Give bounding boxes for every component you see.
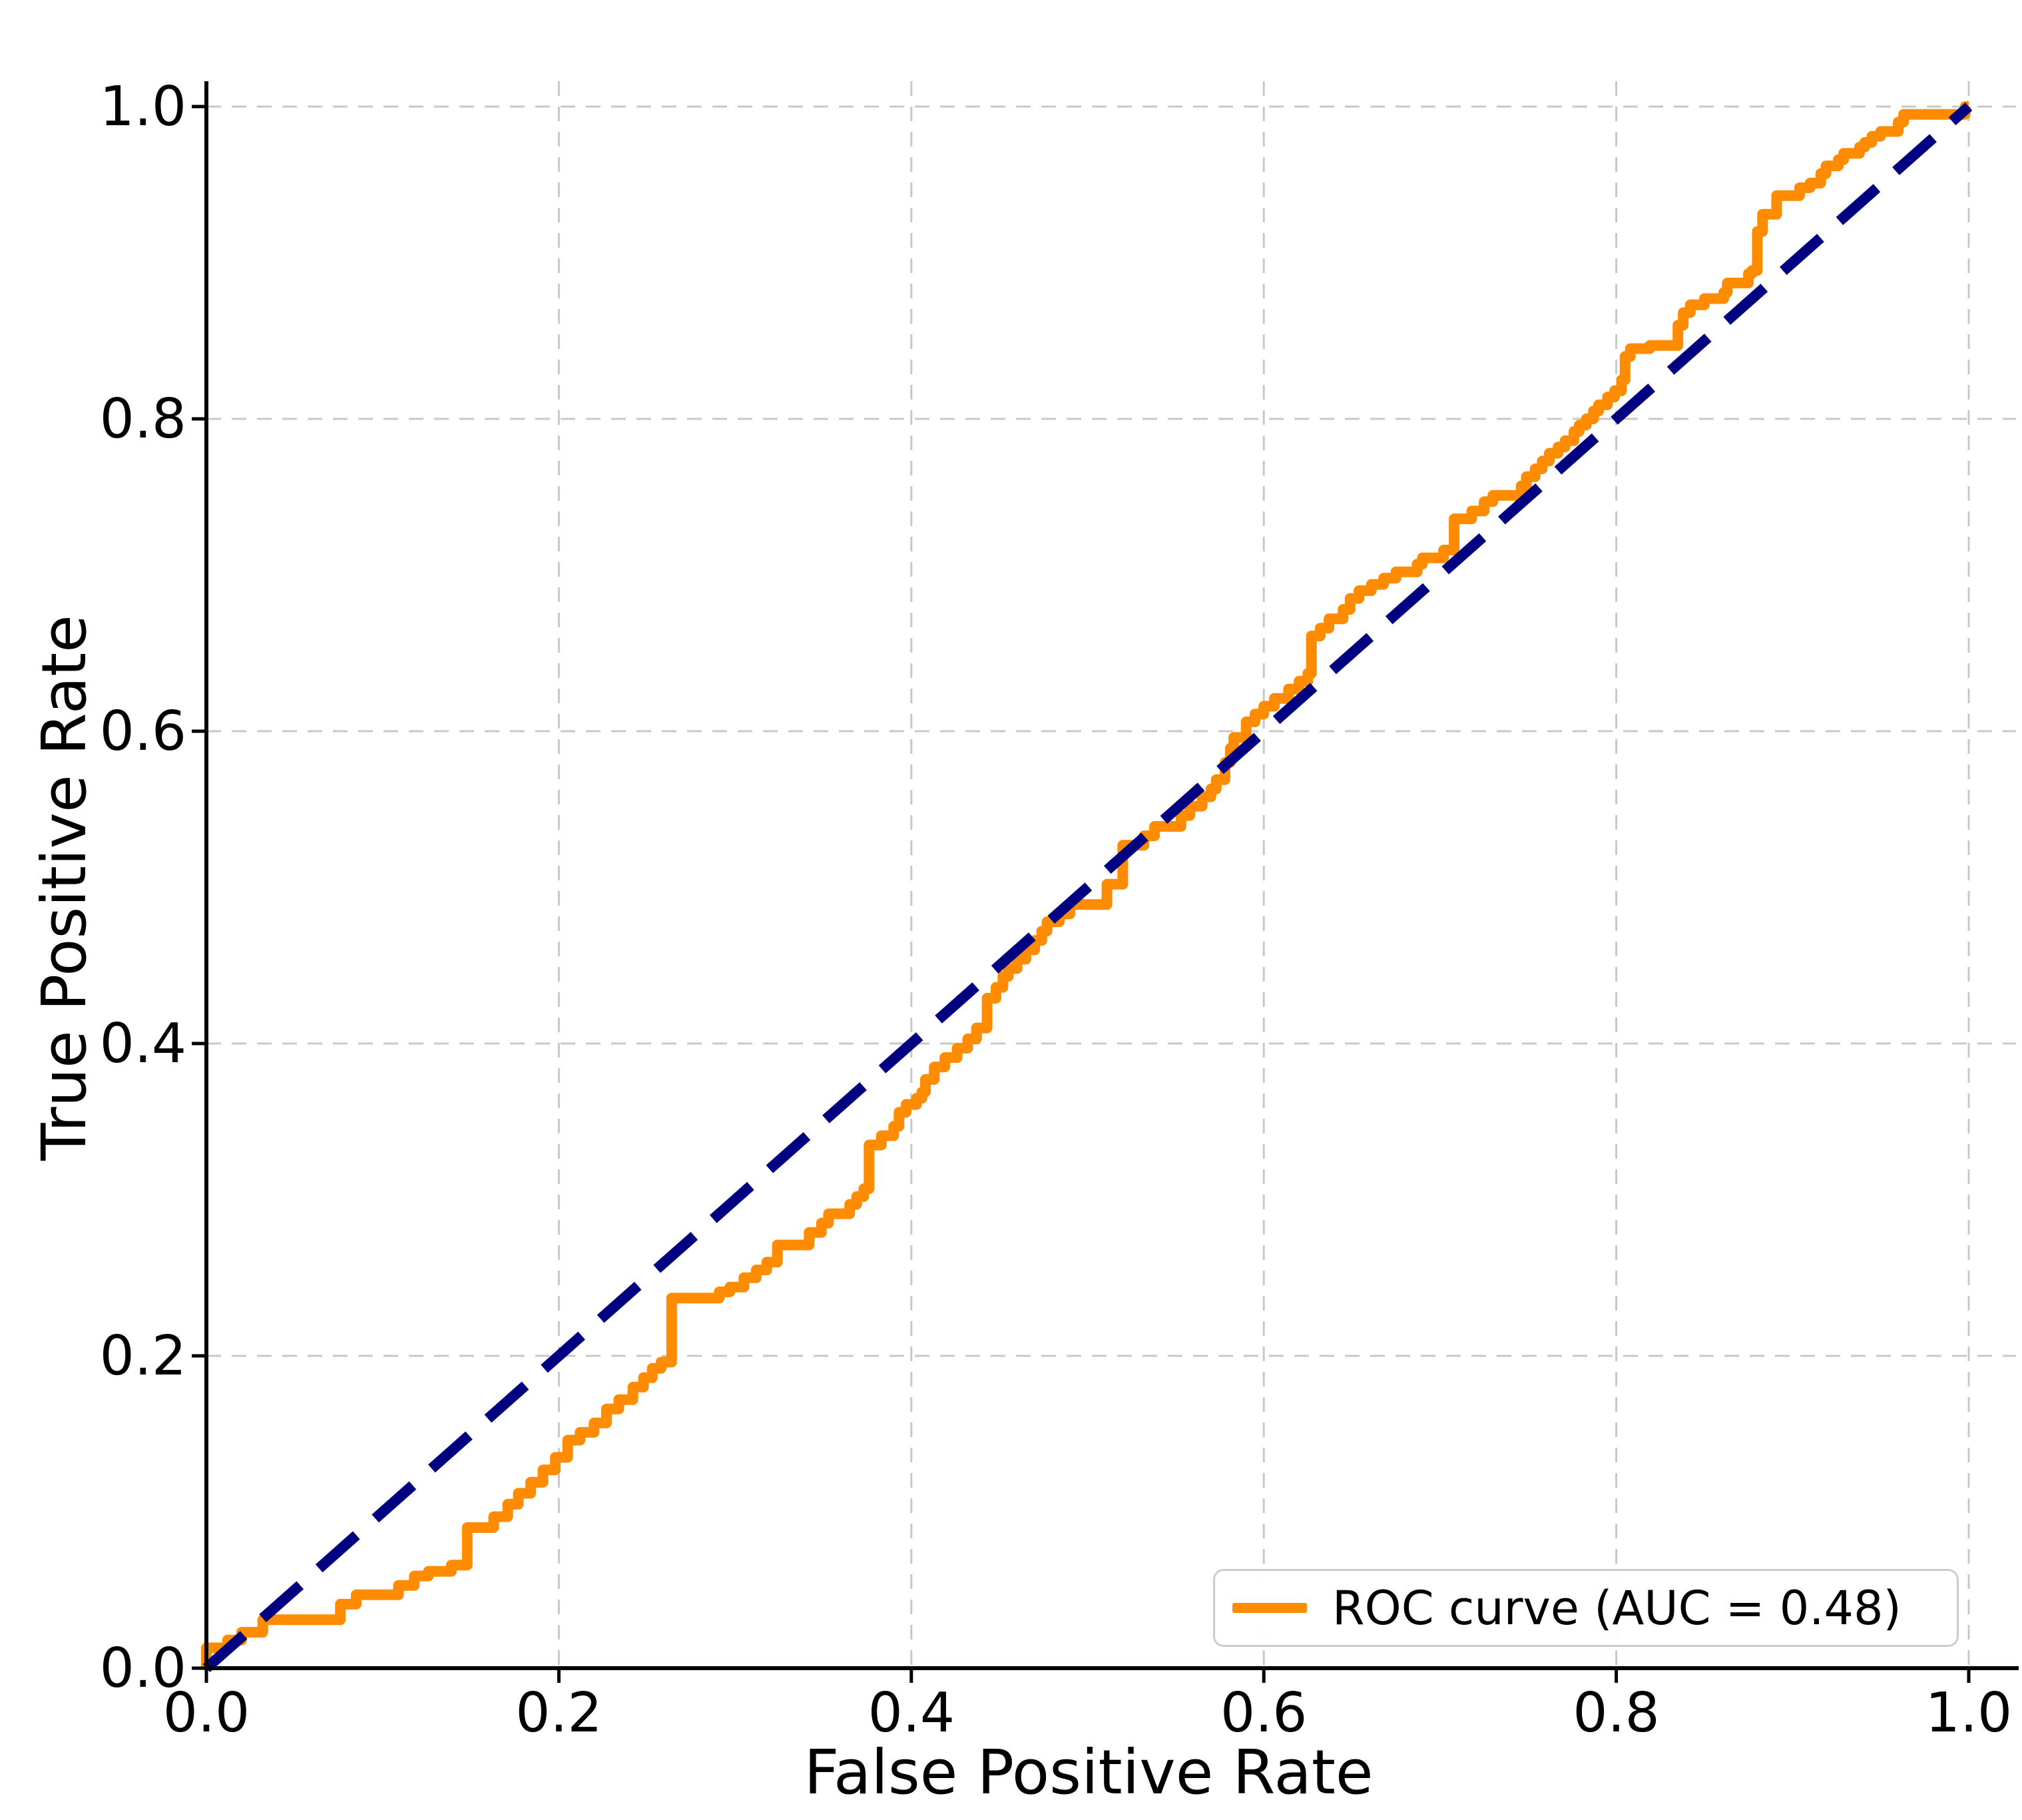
legend: ROC curve (AUC = 0.48)	[1213, 1569, 1959, 1647]
x-tick-label: 0.6	[1220, 1681, 1307, 1745]
x-tick-label: 1.0	[1925, 1681, 2012, 1745]
y-tick-label: 0.0	[100, 1637, 186, 1700]
roc-legend-label: ROC curve (AUC = 0.48)	[1332, 1580, 1901, 1636]
y-axis-title: True Positive Rate	[29, 615, 100, 1161]
y-tick-label: 1.0	[100, 75, 186, 139]
x-tick-label: 0.2	[515, 1681, 602, 1745]
y-tick-label: 0.4	[100, 1012, 186, 1075]
x-axis-title: False Positive Rate	[804, 1737, 1374, 1808]
x-tick-label: 0.4	[868, 1681, 955, 1745]
chance-diagonal-line	[202, 103, 1973, 1672]
y-tick-label: 0.6	[100, 700, 186, 763]
roc-curve-line	[201, 101, 1971, 1668]
y-tick-label: 0.2	[100, 1325, 186, 1388]
x-tick-label: 0.8	[1573, 1681, 1659, 1745]
y-tick-label: 0.8	[100, 388, 186, 451]
x-tick-label: 0.0	[163, 1681, 250, 1745]
roc-legend-line-swatch	[1232, 1603, 1307, 1613]
